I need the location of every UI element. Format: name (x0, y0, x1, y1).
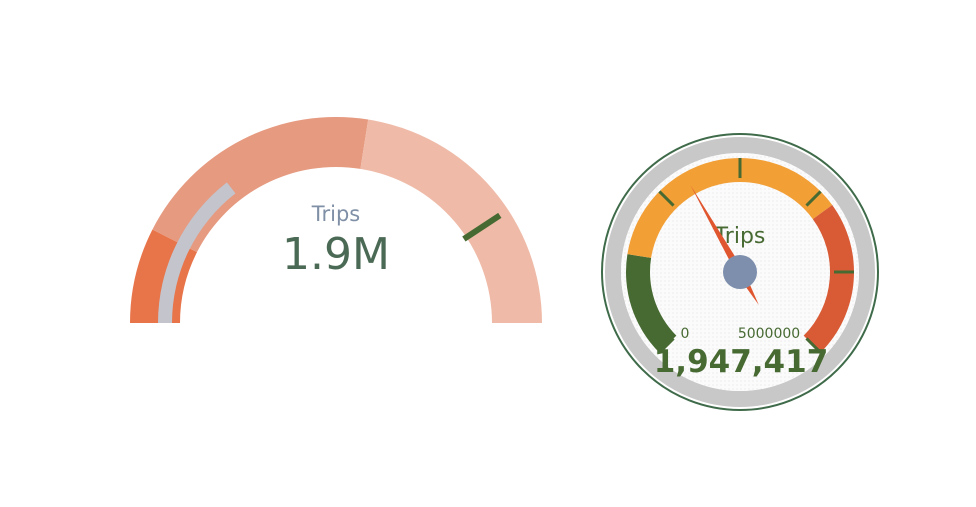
trips-arc-gauge: Trips 1.9M (130, 117, 542, 324)
gauge1-band-2 (360, 119, 542, 324)
gauge2-tick (658, 190, 675, 207)
gauge1-target-marker (462, 212, 502, 242)
gauge1-value-fill-group (158, 182, 236, 323)
gauge2-tick-group (626, 158, 854, 354)
gauge2-needle-group (690, 185, 759, 306)
gauge2-band-1 (627, 157, 833, 258)
gauge1-value-label: 1.9M (282, 229, 390, 280)
gauge2-needle-hub (723, 255, 757, 289)
gauge2-value-label: 1,947,417 (654, 344, 829, 380)
gauge2-band-0 (625, 254, 677, 353)
gauge1-target-group (462, 212, 502, 242)
gauge2-tick (805, 190, 822, 207)
gauge1-value-fill (158, 182, 236, 323)
gauge2-tick (805, 337, 822, 354)
gauge2-max-label: 5000000 (738, 326, 800, 342)
gauge2-bezel (605, 137, 875, 407)
trips-dial-gauge: Trips 0 5000000 1,947,417 (601, 133, 879, 411)
gauge1-title: Trips (311, 202, 360, 226)
gauge2-tick (658, 337, 675, 354)
gauge2-band-2 (803, 204, 854, 353)
gauge2-min-label: 0 (681, 326, 690, 342)
gauge2-band-group (625, 157, 854, 353)
